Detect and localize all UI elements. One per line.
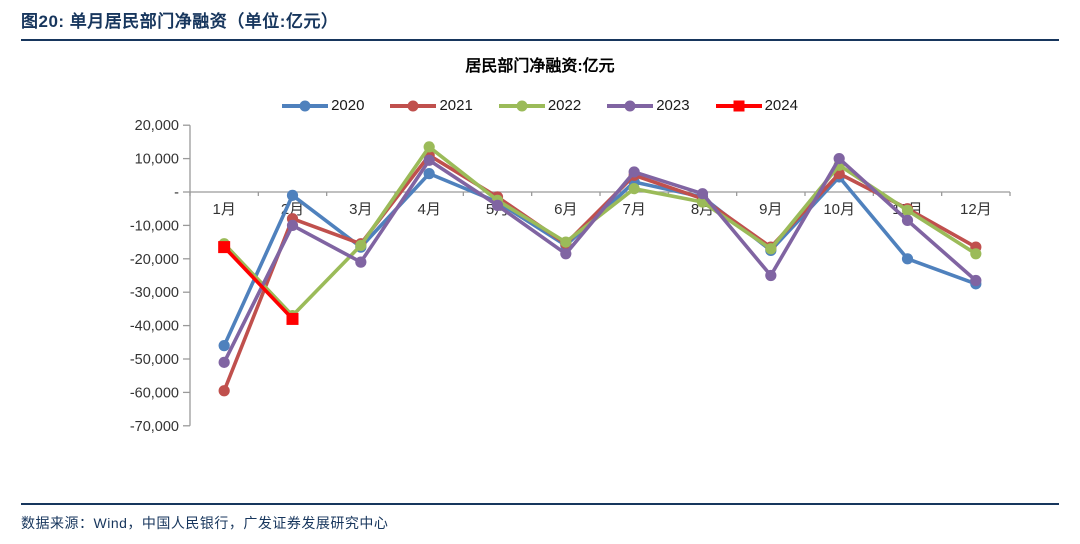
legend-swatch-icon — [607, 99, 654, 112]
x-axis-month-label: 12月 — [960, 201, 992, 218]
data-point-2023 — [423, 154, 435, 166]
data-point-2024 — [286, 312, 299, 325]
figure-header: 图20: 单月居民部门净融资（单位:亿元） — [21, 7, 1059, 41]
data-point-2023 — [765, 269, 777, 282]
y-axis-tick-label: -70,000 — [130, 419, 179, 435]
legend-label: 2022 — [547, 97, 582, 114]
data-point-2023 — [696, 188, 709, 200]
data-point-2020 — [423, 168, 435, 180]
legend-label: 2021 — [439, 97, 473, 114]
y-axis-tick-label: -10,000 — [130, 218, 179, 234]
x-axis-month-label: 1月 — [212, 201, 235, 218]
y-axis-tick-label: -20,000 — [130, 252, 179, 268]
x-axis-month-label: 6月 — [554, 201, 577, 218]
y-axis-tick-label: -30,000 — [130, 285, 179, 301]
y-axis-tick-label: 10,000 — [135, 152, 179, 168]
data-point-2023 — [560, 248, 572, 260]
x-axis-month-label: 10月 — [823, 201, 855, 218]
legend-item-2022: 2022 — [498, 97, 582, 114]
legend-swatch-icon — [715, 99, 762, 112]
series-line-2021 — [222, 153, 978, 393]
data-point-2023 — [833, 153, 845, 165]
data-point-2022 — [765, 243, 777, 255]
x-axis-month-label: 3月 — [349, 201, 372, 218]
data-point-2022 — [901, 204, 914, 216]
data-source: 数据来源：Wind，中国人民银行，广发证券发展研究中心 — [21, 515, 389, 531]
line-chart-plot: 20,000 10,000 - -10,000 -20,000 -30,000 -40,00… — [130, 118, 1011, 435]
legend-swatch-icon — [498, 99, 545, 112]
data-point-2023 — [491, 199, 504, 211]
legend-label: 2023 — [656, 97, 690, 114]
data-point-2021 — [218, 385, 230, 397]
data-point-2022 — [423, 141, 435, 153]
x-axis-month-label: 7月 — [622, 201, 645, 218]
data-point-2023 — [970, 274, 982, 287]
series-line-2024 — [222, 245, 295, 321]
series-line-2020 — [222, 171, 978, 348]
y-axis-tick-label: -60,000 — [130, 385, 179, 401]
legend-item-2024: 2024 — [715, 97, 798, 114]
figure-footer: 数据来源：Wind，中国人民银行，广发证券发展研究中心 — [21, 503, 1059, 533]
data-point-2022 — [970, 248, 982, 260]
legend-swatch-icon — [390, 99, 437, 112]
x-axis-month-label: 9月 — [759, 201, 782, 218]
legend-item-2021: 2021 — [390, 97, 473, 114]
data-point-2023 — [286, 219, 299, 231]
data-point-2020 — [286, 189, 299, 201]
data-point-2022 — [560, 236, 572, 248]
y-axis-tick-label: - — [174, 185, 179, 201]
data-point-2022 — [355, 239, 367, 252]
chart-title: 居民部门净融资:亿元 — [465, 58, 615, 75]
y-axis-tick-label: -50,000 — [130, 352, 179, 368]
legend-label: 2024 — [764, 97, 798, 114]
data-point-2023 — [218, 356, 230, 368]
y-axis-tick-label: 20,000 — [135, 118, 179, 134]
data-point-2024 — [218, 241, 231, 254]
y-axis-tick-label: -40,000 — [130, 319, 179, 335]
legend-label: 2020 — [331, 97, 365, 114]
data-point-2022 — [628, 183, 640, 195]
legend-item-2020: 2020 — [282, 97, 364, 114]
data-point-2020 — [901, 253, 914, 265]
legend-item-2023: 2023 — [607, 97, 690, 114]
x-axis-month-label: 4月 — [417, 201, 440, 218]
data-point-2023 — [628, 166, 640, 178]
data-point-2023 — [355, 256, 367, 268]
chart-legend: 2020 2021 2022 2023 2024 — [0, 97, 1080, 114]
data-point-2023 — [901, 214, 914, 226]
series-line-2023 — [222, 156, 978, 365]
figure-title: 图20: 单月居民部门净融资（单位:亿元） — [21, 12, 339, 31]
legend-swatch-icon — [282, 99, 329, 112]
data-point-2020 — [218, 340, 230, 352]
